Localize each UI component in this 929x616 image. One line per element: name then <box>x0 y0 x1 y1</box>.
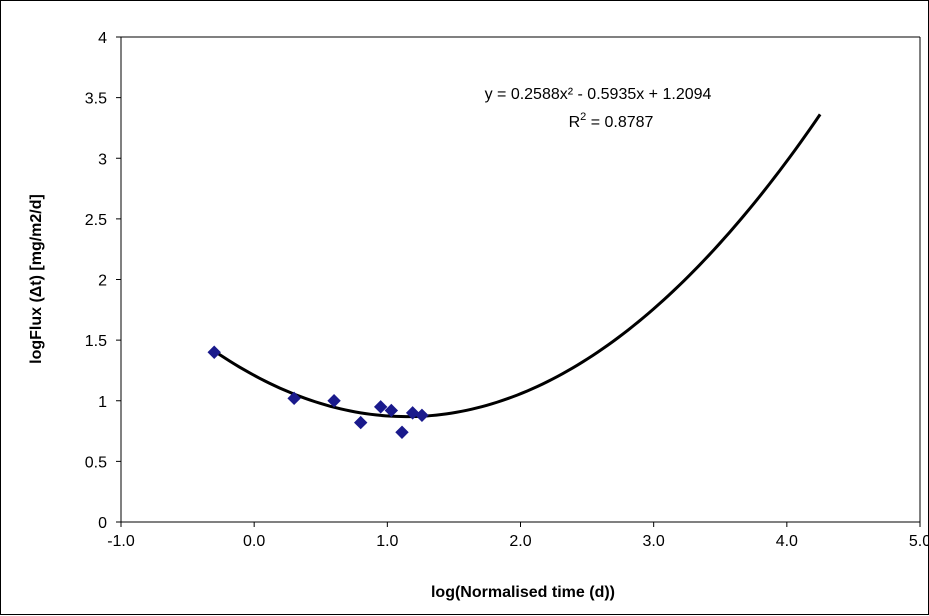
r2-value: = 0.8787 <box>586 114 653 131</box>
y-tick-label: 0 <box>98 515 107 532</box>
data-point <box>395 425 409 439</box>
y-axis-title: logFlux (Δt) [mg/m2/d] <box>28 194 45 364</box>
data-point <box>373 400 388 414</box>
x-tick-label: 5.0 <box>909 533 929 550</box>
y-tick-label: 4 <box>98 30 107 47</box>
x-tick-label: 0.0 <box>243 533 265 550</box>
x-tick-label: 2.0 <box>509 533 531 550</box>
r2-prefix: R <box>569 114 581 131</box>
y-tick-label: 0.5 <box>85 454 107 471</box>
y-tick-label: 2.5 <box>85 212 107 229</box>
x-tick-label: 1.0 <box>376 533 398 550</box>
trendline-equation: y = 0.2588x² - 0.5935x + 1.2094 <box>485 86 712 103</box>
y-tick-label: 3.5 <box>85 91 107 108</box>
y-tick-label: 1 <box>98 394 107 411</box>
x-tick-label: 3.0 <box>643 533 665 550</box>
ticks: 0 0.5 1 1.5 2 2.5 3 3.5 4 -1.0 0.0 1.0 2.0 3.0 4.0 5.0 <box>85 30 929 550</box>
y-tick-label: 1.5 <box>85 333 107 350</box>
x-tick-label: 4.0 <box>776 533 798 550</box>
data-point <box>405 406 420 420</box>
data-point <box>287 391 301 406</box>
data-point <box>353 415 368 430</box>
axes <box>120 36 921 523</box>
y-tick-label: 3 <box>98 151 107 168</box>
y-tick-label: 2 <box>98 273 107 290</box>
x-axis-title: log(Normalised time (d)) <box>431 584 615 601</box>
r2-superscript: 2 <box>580 111 586 123</box>
data-points <box>207 345 429 439</box>
r-squared-label: R2 = 0.8787 <box>569 111 654 131</box>
data-point <box>415 408 429 423</box>
x-tick-label: -1.0 <box>107 533 135 550</box>
trendline-curve <box>213 113 822 419</box>
trendline-group <box>213 113 822 419</box>
data-point <box>207 345 221 359</box>
data-point <box>327 394 341 408</box>
data-point <box>384 403 399 418</box>
